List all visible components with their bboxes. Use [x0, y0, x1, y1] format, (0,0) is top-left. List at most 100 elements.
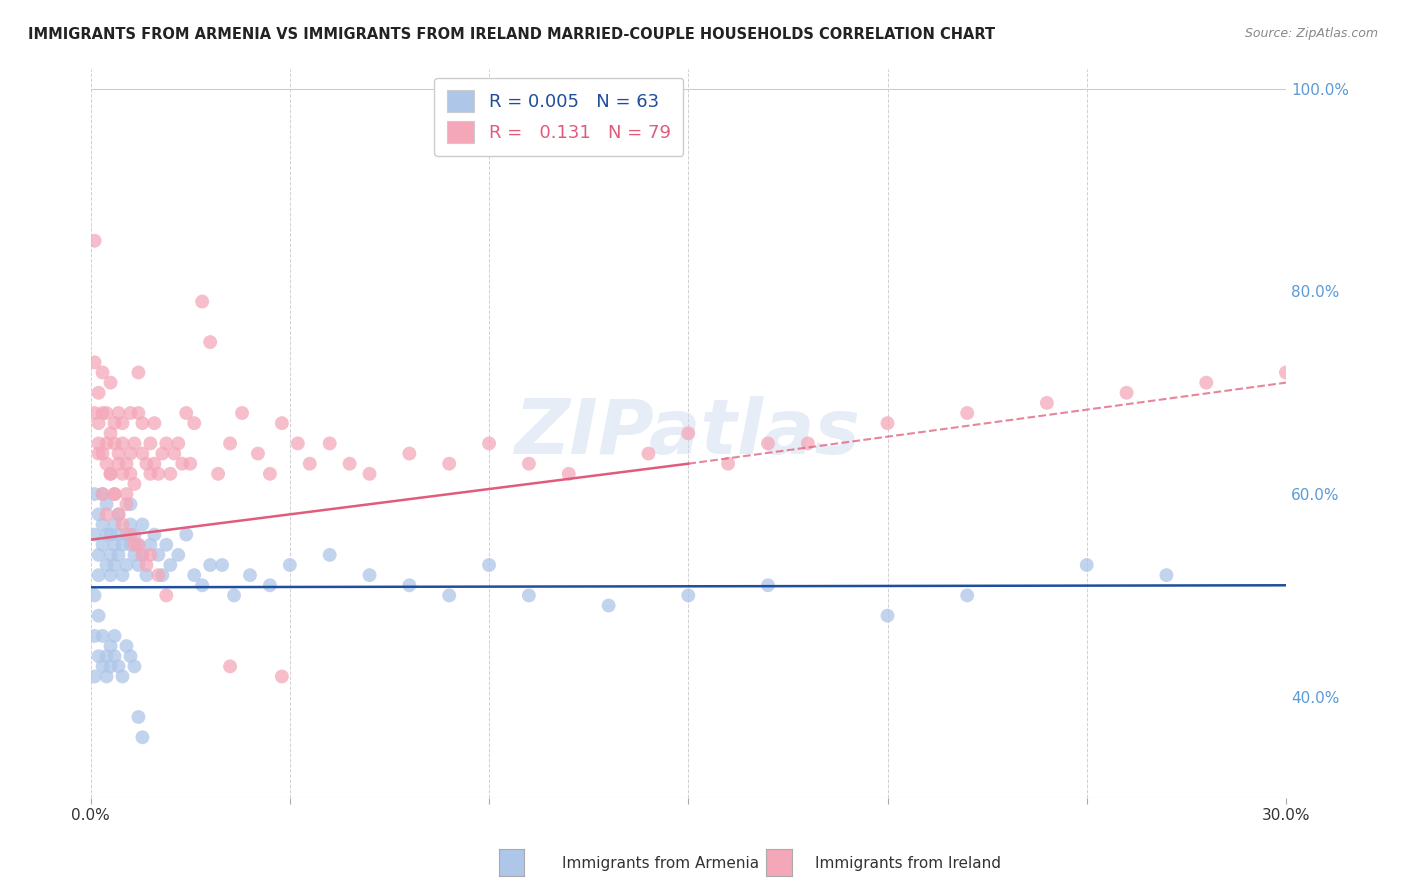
Point: [127, 366, 149, 380]
Point: [96, 649, 118, 664]
Point: [107, 659, 129, 673]
Point: [756, 578, 779, 592]
Point: [1275, 366, 1298, 380]
Point: [231, 406, 253, 420]
Point: [83, 589, 105, 603]
Point: [100, 548, 122, 562]
Point: [270, 416, 292, 430]
Point: [127, 538, 149, 552]
Point: [222, 589, 245, 603]
Point: [120, 467, 142, 481]
Point: [478, 436, 501, 450]
Point: [135, 558, 157, 572]
Point: [91, 517, 114, 532]
Point: [148, 548, 170, 562]
Point: [91, 659, 114, 673]
Point: [96, 669, 118, 683]
Point: [115, 487, 138, 501]
Point: [1195, 376, 1218, 390]
Point: [239, 568, 262, 582]
Point: [439, 589, 461, 603]
Point: [107, 457, 129, 471]
Point: [127, 710, 149, 724]
Point: [100, 467, 122, 481]
Point: [172, 457, 194, 471]
Point: [107, 527, 129, 541]
Point: [219, 436, 242, 450]
Point: [87, 568, 110, 582]
Point: [115, 639, 138, 653]
Point: [100, 467, 122, 481]
Point: [143, 457, 166, 471]
Point: [111, 669, 134, 683]
Point: [318, 436, 340, 450]
Point: [83, 629, 105, 643]
Point: [96, 457, 118, 471]
Point: [100, 426, 122, 441]
Point: [124, 477, 146, 491]
Point: [87, 608, 110, 623]
Point: [598, 599, 620, 613]
Point: [139, 538, 162, 552]
Point: [155, 436, 177, 450]
Point: [127, 558, 149, 572]
Point: [124, 538, 146, 552]
Point: [131, 517, 153, 532]
Point: [107, 446, 129, 460]
Point: [219, 659, 242, 673]
Point: [159, 558, 181, 572]
Point: [96, 508, 118, 522]
Point: [87, 436, 110, 450]
Text: Immigrants from Ireland: Immigrants from Ireland: [815, 856, 1001, 871]
Point: [298, 457, 321, 471]
Point: [96, 436, 118, 450]
Point: [1076, 558, 1098, 572]
Point: [756, 436, 779, 450]
Point: [478, 558, 501, 572]
Point: [876, 416, 898, 430]
Point: [717, 457, 740, 471]
Point: [956, 406, 979, 420]
Point: [143, 416, 166, 430]
Point: [103, 436, 125, 450]
Point: [179, 457, 201, 471]
Point: [143, 527, 166, 541]
Point: [100, 376, 122, 390]
Point: [127, 406, 149, 420]
Point: [103, 487, 125, 501]
Point: [211, 558, 233, 572]
Point: [1036, 396, 1059, 410]
Point: [167, 548, 190, 562]
Point: [96, 558, 118, 572]
Point: [111, 538, 134, 552]
Point: [191, 578, 214, 592]
Point: [87, 508, 110, 522]
Point: [83, 406, 105, 420]
Point: [115, 558, 138, 572]
Point: [103, 649, 125, 664]
Point: [107, 548, 129, 562]
Point: [259, 467, 281, 481]
Point: [111, 517, 134, 532]
Point: [91, 487, 114, 501]
Point: [174, 527, 197, 541]
Point: [96, 497, 118, 511]
Point: [339, 457, 361, 471]
Point: [124, 527, 146, 541]
Point: [107, 508, 129, 522]
Point: [270, 669, 292, 683]
Point: [678, 426, 700, 441]
Point: [107, 406, 129, 420]
Point: [96, 527, 118, 541]
Point: [183, 416, 205, 430]
Point: [103, 487, 125, 501]
Point: [876, 608, 898, 623]
Point: [91, 487, 114, 501]
Point: [91, 366, 114, 380]
Point: [198, 335, 221, 350]
Point: [278, 558, 301, 572]
Point: [139, 436, 162, 450]
Point: [83, 527, 105, 541]
Point: [287, 436, 309, 450]
Point: [111, 436, 134, 450]
